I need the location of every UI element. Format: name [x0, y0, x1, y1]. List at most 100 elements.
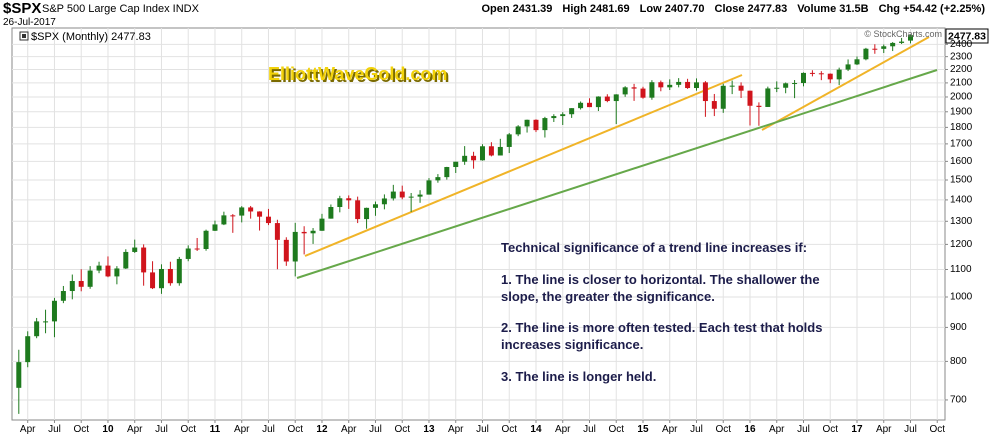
candle-body	[417, 194, 423, 197]
quote-item: Close 2477.83	[715, 3, 788, 15]
candle-body	[453, 161, 459, 168]
x-tick-label: Jul	[583, 424, 596, 435]
candle-body	[792, 83, 798, 85]
x-tick-label: Jul	[48, 424, 61, 435]
quote-item: Low 2407.70	[640, 3, 705, 15]
trend-lines	[296, 36, 938, 279]
y-tick-label: 1300	[950, 216, 973, 227]
y-tick-label: 2200	[950, 64, 973, 75]
candle-body	[167, 268, 173, 284]
candle-body	[96, 265, 102, 271]
annotation: 3. The line is longer held.	[501, 369, 656, 384]
symbol: $SPX	[3, 0, 41, 17]
candle-body	[711, 101, 717, 109]
candle-body	[16, 362, 22, 388]
candle-body	[301, 231, 307, 234]
candle-body	[51, 300, 57, 322]
x-tick-label: Apr	[448, 424, 464, 435]
candle-body	[818, 73, 824, 75]
x-tick-label: Jul	[476, 424, 489, 435]
candle-body	[310, 230, 316, 234]
credit: © StockCharts.com	[864, 29, 942, 39]
y-tick-label: 800	[950, 356, 967, 367]
last-price-box	[945, 28, 989, 44]
trend-line	[761, 36, 930, 131]
x-tick-label: Oct	[501, 424, 517, 435]
watermark-shadow: ElliottWaveGold.com	[270, 66, 449, 86]
y-tick-label: 1400	[950, 195, 973, 206]
x-tick-label: 17	[851, 424, 863, 435]
x-tick-label: 13	[423, 424, 435, 435]
last-price: 2477.83	[948, 31, 986, 43]
candle-body	[890, 42, 896, 47]
candle-body	[649, 82, 655, 98]
candle-body	[239, 207, 245, 216]
candle-body	[123, 251, 129, 269]
x-tick-label: 14	[530, 424, 542, 435]
candle-body	[497, 146, 503, 156]
candle-body	[274, 223, 280, 240]
x-tick-label: Apr	[876, 424, 892, 435]
y-tick-label: 1800	[950, 122, 973, 133]
candle-body	[471, 155, 477, 161]
candle-body	[132, 247, 138, 252]
x-tick-label: Jul	[369, 424, 382, 435]
annotation: Technical significance of a trend line i…	[501, 240, 807, 255]
candle-body	[640, 88, 646, 98]
candle-body	[533, 119, 539, 131]
candle-body	[863, 48, 869, 60]
candle-body	[738, 85, 744, 91]
y-tick-label: 1000	[950, 292, 973, 303]
y-tick-label: 2400	[950, 39, 973, 50]
candle-body	[872, 48, 878, 50]
candle-body	[248, 207, 254, 212]
candle-body	[319, 218, 325, 231]
candle-body	[667, 84, 673, 88]
x-tick-label: Apr	[662, 424, 678, 435]
candle-body	[158, 268, 164, 289]
candle-body	[836, 69, 842, 80]
legend-swatch-inner	[22, 34, 26, 38]
candle-body	[613, 94, 619, 102]
candle-body	[372, 204, 378, 208]
trend-line	[304, 74, 743, 257]
legend-label: $SPX (Monthly) 2477.83	[31, 31, 151, 43]
candle-body	[604, 96, 610, 102]
candle-body	[569, 108, 575, 115]
candle-body	[899, 41, 905, 43]
candle-body	[586, 102, 592, 108]
candle-body	[702, 82, 708, 102]
candle-body	[676, 81, 682, 85]
x-tick-label: Apr	[234, 424, 250, 435]
candle-body	[774, 87, 780, 89]
x-tick-label: 15	[637, 424, 649, 435]
trend-line	[296, 69, 938, 279]
x-tick-label: Jul	[904, 424, 917, 435]
candle-body	[230, 215, 236, 217]
x-tick-label: 12	[316, 424, 328, 435]
candle-body	[462, 155, 468, 162]
annotation: 2. The line is more often tested. Each t…	[501, 320, 822, 335]
candle-body	[176, 258, 182, 284]
candle-body	[185, 248, 191, 259]
chart-title: S&P 500 Large Cap Index INDX	[42, 3, 200, 15]
candle-body	[141, 247, 147, 273]
y-tick-label: 1900	[950, 106, 973, 117]
y-tick-label: 1700	[950, 139, 973, 150]
candle-body	[827, 73, 833, 80]
x-tick-label: Oct	[394, 424, 410, 435]
x-tick-label: Apr	[20, 424, 36, 435]
candle-body	[631, 87, 637, 89]
candle-body	[845, 64, 851, 70]
candle-body	[114, 268, 120, 277]
candle-body	[283, 239, 289, 262]
candle-body	[720, 85, 726, 109]
annotation: 1. The line is closer to horizontal. The…	[501, 272, 820, 287]
candle-body	[346, 198, 352, 201]
y-tick-label: 2300	[950, 51, 973, 62]
candle-body	[43, 321, 49, 323]
candle-body	[444, 167, 450, 178]
candle-body	[328, 207, 334, 219]
x-tick-label: Oct	[180, 424, 196, 435]
